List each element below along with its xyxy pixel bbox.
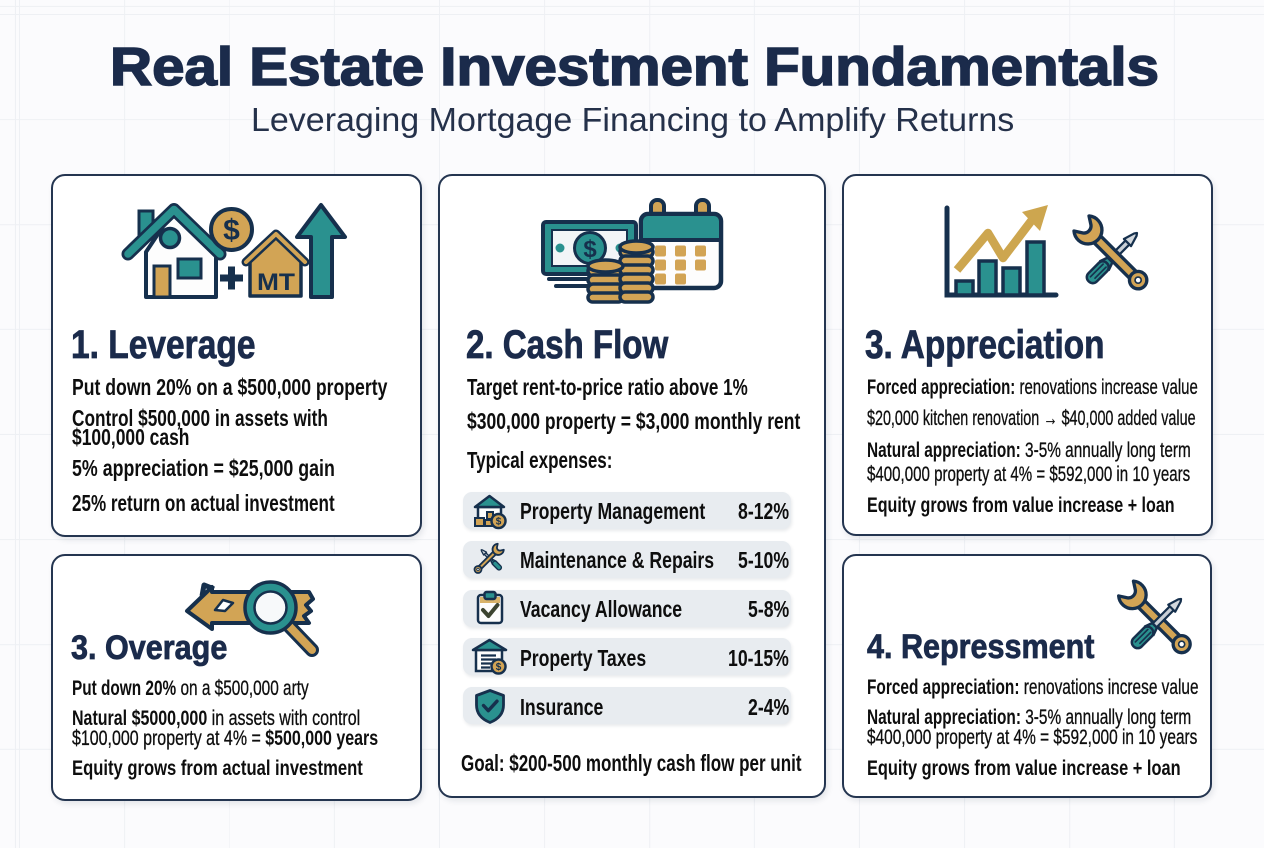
svg-text:$: $ — [496, 662, 502, 673]
svg-text:$: $ — [223, 214, 240, 247]
svg-text:$: $ — [583, 236, 597, 263]
svg-text:$: $ — [496, 517, 502, 528]
svg-text:MT: MT — [257, 269, 295, 296]
